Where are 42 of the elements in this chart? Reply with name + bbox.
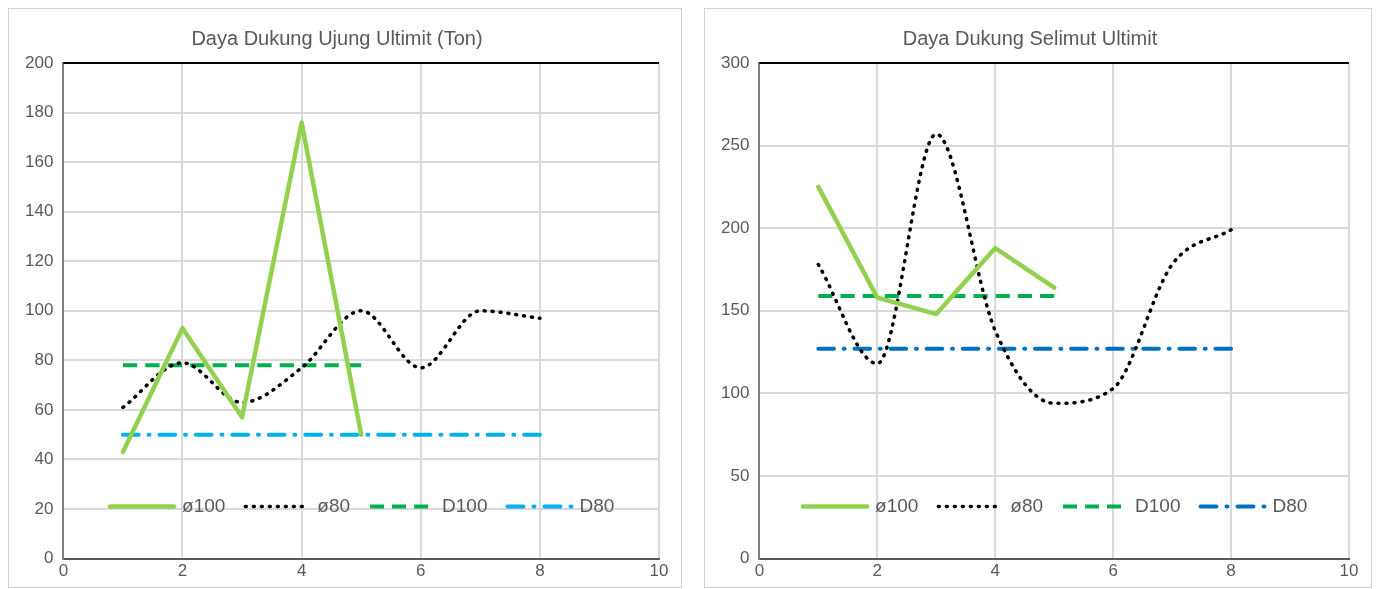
x-tick-label: 6 [416,561,426,581]
y-tick-label: 60 [34,399,54,419]
x-tick-label: 10 [649,561,669,581]
y-tick-label: 250 [720,135,750,155]
y-tick-label: 300 [720,52,750,72]
x-tick-label: 6 [1108,561,1118,581]
y-tick-label: 100 [24,300,54,320]
legend-label: D100 [442,494,488,516]
line-series [816,132,1233,406]
y-tick-label: 140 [24,201,54,221]
x-tick-label: 4 [296,561,307,581]
y-tick-label: 200 [24,52,54,72]
legend-label: ø80 [317,494,351,516]
y-tick-label: 120 [24,250,54,270]
y-tick-label: 100 [720,383,750,403]
chart-title: Daya Dukung Selimut Ultimit [902,26,1158,49]
y-tick-label: 40 [34,449,54,469]
line-series [121,309,542,410]
legend-label: ø80 [1010,494,1044,516]
chart-title: Daya Dukung Ujung Ultimit (Ton) [191,26,483,49]
y-tick-label: 50 [730,465,750,485]
y-tick-label: 0 [43,548,54,568]
x-tick-label: 0 [58,561,69,581]
x-tick-label: 8 [1226,561,1236,581]
y-tick-label: 150 [720,300,750,320]
legend-label: ø100 [182,494,226,516]
y-tick-label: 180 [24,102,54,122]
x-tick-label: 10 [1339,561,1359,581]
legend-label: ø100 [875,494,919,516]
y-tick-label: 0 [739,548,750,568]
y-tick-label: 80 [34,350,54,370]
x-tick-label: 2 [872,561,883,581]
x-tick-label: 0 [754,561,765,581]
legend-label: D100 [1135,494,1181,516]
legend-label: D80 [579,494,615,516]
y-tick-label: 160 [24,151,54,171]
x-tick-label: 8 [535,561,545,581]
x-tick-label: 2 [177,561,188,581]
legend-label: D80 [1272,494,1308,516]
y-tick-label: 20 [34,498,54,518]
y-tick-label: 200 [720,217,750,237]
x-tick-label: 4 [990,561,1000,581]
